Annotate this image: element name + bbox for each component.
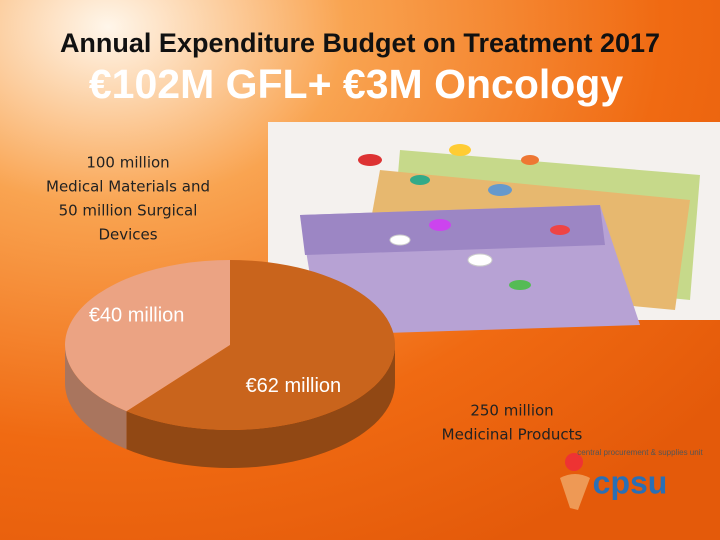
pie-slice — [64, 260, 231, 412]
pie-slice-side — [126, 345, 396, 468]
annotation: 250 million — [470, 402, 553, 420]
pie-chart: €40 million €62 million — [64, 260, 396, 468]
annotation: Medicinal Products — [442, 426, 583, 444]
logo: cpsu central procurement & supplies unit — [560, 448, 703, 510]
data-label: €40 million — [89, 304, 185, 326]
annotation: Medical Materials and — [46, 178, 210, 196]
chart-subtitle: €102M GFL+ €3M Oncology — [89, 61, 623, 107]
chart-title: Annual Expenditure Budget on Treatment 2… — [60, 28, 660, 58]
pie-slice — [126, 260, 395, 430]
data-label: €62 million — [246, 375, 342, 397]
pie-slice-side — [65, 345, 127, 450]
logo-tagline: central procurement & supplies unit — [577, 448, 703, 457]
logo-name: cpsu — [593, 464, 668, 500]
annotation: 50 million Surgical — [59, 202, 198, 220]
annotation: 100 million — [86, 154, 169, 172]
annotation: Devices — [98, 226, 157, 244]
photo — [268, 122, 720, 335]
